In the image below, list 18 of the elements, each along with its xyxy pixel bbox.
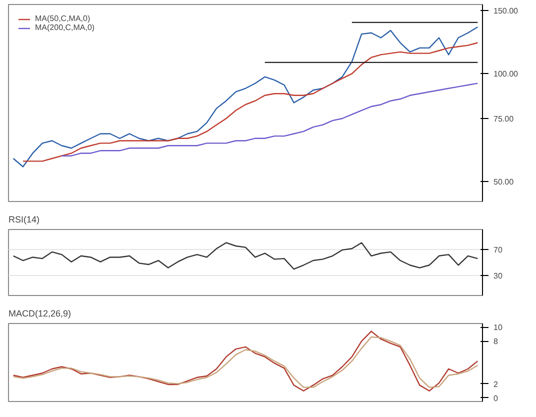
line-series [12, 242, 478, 270]
line-series [12, 26, 478, 168]
y-tick-label: 8 [494, 337, 498, 346]
y-tick-label: 75.00 [494, 114, 514, 124]
y-tick-label: 0 [494, 394, 498, 403]
legend-label: MA(200,C,MA,0) [35, 23, 95, 32]
y-tick-label: 30 [494, 272, 503, 281]
y-tick-label: 10 [494, 323, 503, 332]
line-series [61, 82, 478, 156]
y-tick-label: 50.00 [494, 178, 514, 187]
chart-title: MACD(12,26,9) [8, 308, 72, 318]
y-tick-label: 70 [494, 245, 503, 254]
line-series [22, 42, 478, 162]
chart-title: RSI(14) [8, 214, 40, 224]
y-tick-label: 150.00 [494, 6, 519, 16]
legend-label: MA(50,C,MA,0) [35, 14, 90, 23]
y-tick-label: 100.00 [494, 70, 519, 79]
y-tick-label: 2 [494, 380, 498, 389]
